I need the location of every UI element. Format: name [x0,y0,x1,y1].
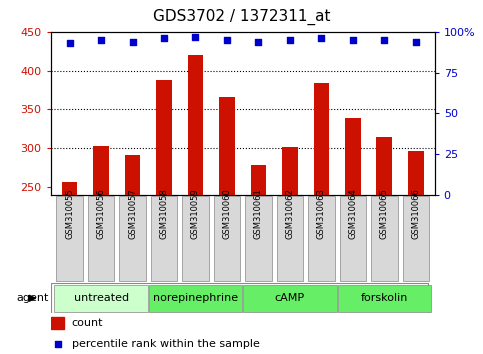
Bar [93,146,109,195]
Text: GSM310063: GSM310063 [317,188,326,239]
Text: norepinephrine: norepinephrine [153,293,238,303]
Text: GSM310059: GSM310059 [191,188,200,239]
Bar [51,317,64,329]
Text: agent: agent [16,293,48,303]
Text: GSM310061: GSM310061 [254,188,263,239]
Text: GSM310055: GSM310055 [65,188,74,239]
FancyBboxPatch shape [149,285,242,312]
Text: forskolin: forskolin [361,293,408,303]
Point [54,341,61,347]
Text: GSM310066: GSM310066 [412,188,420,239]
Point [381,37,388,43]
Text: cAMP: cAMP [275,293,305,303]
Bar [282,147,298,195]
Bar [125,155,141,195]
FancyBboxPatch shape [151,196,177,281]
Bar [408,150,424,195]
FancyBboxPatch shape [403,196,429,281]
Text: GSM310056: GSM310056 [97,188,106,239]
Text: GSM310062: GSM310062 [285,188,295,239]
FancyBboxPatch shape [243,285,337,312]
Point [192,34,199,40]
Text: GSM310065: GSM310065 [380,188,389,239]
Text: GDS3702 / 1372311_at: GDS3702 / 1372311_at [153,8,330,25]
Point [66,40,73,46]
FancyBboxPatch shape [371,196,398,281]
Bar [187,55,203,195]
Point [286,37,294,43]
FancyBboxPatch shape [245,196,271,281]
Point [223,37,231,43]
Text: GSM310064: GSM310064 [348,188,357,239]
Point [255,39,262,45]
Text: untreated: untreated [73,293,128,303]
FancyBboxPatch shape [88,196,114,281]
Text: percentile rank within the sample: percentile rank within the sample [72,339,260,349]
FancyBboxPatch shape [182,196,209,281]
Text: GSM310058: GSM310058 [159,188,169,239]
Bar [313,83,329,195]
Point [160,35,168,41]
FancyBboxPatch shape [308,196,335,281]
Point [128,39,136,45]
Text: GSM310060: GSM310060 [223,188,231,239]
FancyBboxPatch shape [119,196,146,281]
Bar [376,137,392,195]
Point [97,37,105,43]
Bar [345,118,361,195]
Point [317,35,325,41]
FancyBboxPatch shape [277,196,303,281]
FancyBboxPatch shape [340,196,366,281]
FancyBboxPatch shape [55,285,148,312]
Bar [62,182,77,195]
Point [349,37,357,43]
FancyBboxPatch shape [57,196,83,281]
Bar [219,97,235,195]
Text: GSM310057: GSM310057 [128,188,137,239]
Point [412,39,420,45]
FancyBboxPatch shape [214,196,240,281]
Text: count: count [72,318,103,328]
Bar [251,165,266,195]
FancyBboxPatch shape [338,285,431,312]
Bar [156,80,172,195]
